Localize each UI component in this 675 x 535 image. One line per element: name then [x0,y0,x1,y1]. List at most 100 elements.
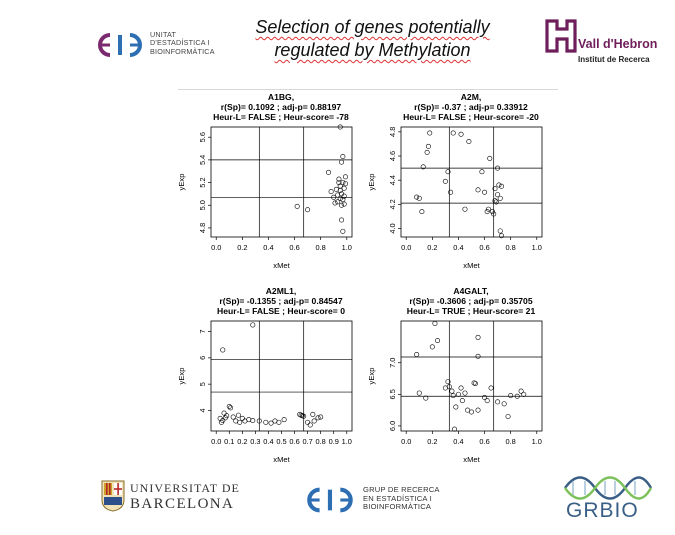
data-point [493,199,499,205]
x-axis-label: xMet [273,261,290,270]
grup-logo-line-3: BIOINFORMÀTICA [363,502,432,512]
data-point [337,195,343,201]
x-axis-label: xMet [463,455,480,464]
data-point [414,352,420,358]
data-point [307,422,313,428]
data-point [475,407,481,413]
data-point [489,209,495,215]
chart-title-line: r(Sp)= -0.1355 ; adj-p= 0.84547 [219,296,342,306]
data-point [484,398,490,404]
vall-hebron-logo-mark [545,19,577,53]
data-point [458,385,464,391]
y-axis-label: yExp [367,174,376,191]
data-point [230,414,236,420]
data-point [336,176,342,182]
data-point [501,401,507,407]
slide-title-line-2: regulated by Methylation [274,40,471,60]
data-point [469,409,475,415]
data-point [495,192,501,198]
data-point [485,206,491,212]
y-tick-label: 4.6 [388,151,397,161]
data-point [448,189,454,195]
x-tick-label: 1.0 [532,243,542,252]
data-point [435,338,441,344]
data-point [340,197,346,203]
data-point [458,131,464,137]
ueb-logo-left-arc [98,33,111,57]
x-tick-label: 0.0 [211,437,221,446]
data-point [250,322,256,328]
data-point [495,399,501,405]
data-point [305,207,311,213]
data-point [518,388,524,394]
scatter-plot-a2ml1: A2ML1,r(Sp)= -0.1355 ; adj-p= 0.84547Heu… [177,286,353,464]
grup-recerca-logo [307,487,353,513]
data-point [246,417,252,423]
data-point [487,155,493,161]
chart-title-line: Heur-L= TRUE ; Heur-score= 21 [407,306,536,316]
chart-title-line: A2ML1, [266,286,297,296]
y-tick-label: 5.6 [198,132,207,142]
data-point [315,415,321,421]
data-point [445,169,451,175]
x-tick-label: 0.2 [237,243,247,252]
data-point [239,415,245,421]
data-point [256,418,262,424]
data-point [427,130,433,136]
data-point [482,394,488,400]
chart-title-line: A4GALT, [453,286,488,296]
data-point [237,419,243,425]
ub-logo-line-1: UNIVERSITAT DE [130,481,240,495]
plot-frame [400,320,543,432]
data-point [310,411,316,417]
data-point [228,405,234,411]
ueb-logo [98,33,142,57]
y-tick-label: 5.4 [198,155,207,165]
data-point [450,393,456,399]
data-point [332,200,338,206]
dna-helix-icon [564,476,653,500]
y-tick-label: 5 [198,382,207,386]
x-tick-label: 0.0 [401,437,411,446]
y-tick-label: 4 [198,408,207,412]
data-point [453,404,459,410]
plot-frame [210,126,353,238]
data-point [495,165,501,171]
data-point [452,426,458,432]
ueb-logo-line-1: UNITAT [150,30,177,39]
data-point [466,139,472,145]
grup-logo-right-arc [340,487,353,513]
data-point [301,413,307,419]
x-tick-label: 0.9 [329,437,339,446]
x-tick-label: 0.8 [316,243,326,252]
x-tick-label: 0.4 [453,437,463,446]
data-point [297,411,303,417]
data-point [276,419,282,425]
ub-shield-icon [101,480,125,512]
data-point [450,130,456,136]
ueb-logo-right-arc [129,33,142,57]
data-point [420,164,426,170]
y-tick-label: 7.0 [388,358,397,368]
data-point [488,385,494,391]
chart-title-line: Heur-L= FALSE ; Heur-score= 0 [217,306,345,316]
data-point [235,412,241,418]
grup-logo-line-2: EN ESTADÍSTICA I [363,493,432,503]
scatter-plot-a1bg: A1BG,r(Sp)= 0.1092 ; adj-p= 0.88197Heur-… [177,92,353,270]
y-tick-label: 4.4 [388,175,397,185]
data-point [250,417,256,423]
data-point [475,353,481,359]
data-point [446,384,452,390]
data-point [491,211,497,217]
y-tick-label: 7 [198,329,207,333]
y-tick-label: 4.2 [388,199,397,209]
data-point [475,334,481,340]
x-axis-label: xMet [273,455,290,464]
data-point [429,344,435,350]
data-point [339,217,345,223]
data-point [337,188,343,194]
grup-logo-i [327,489,333,511]
grup-logo-line-1: GRUP DE RECERCA [363,485,440,494]
x-tick-label: 0.4 [453,243,463,252]
data-point [497,228,503,234]
